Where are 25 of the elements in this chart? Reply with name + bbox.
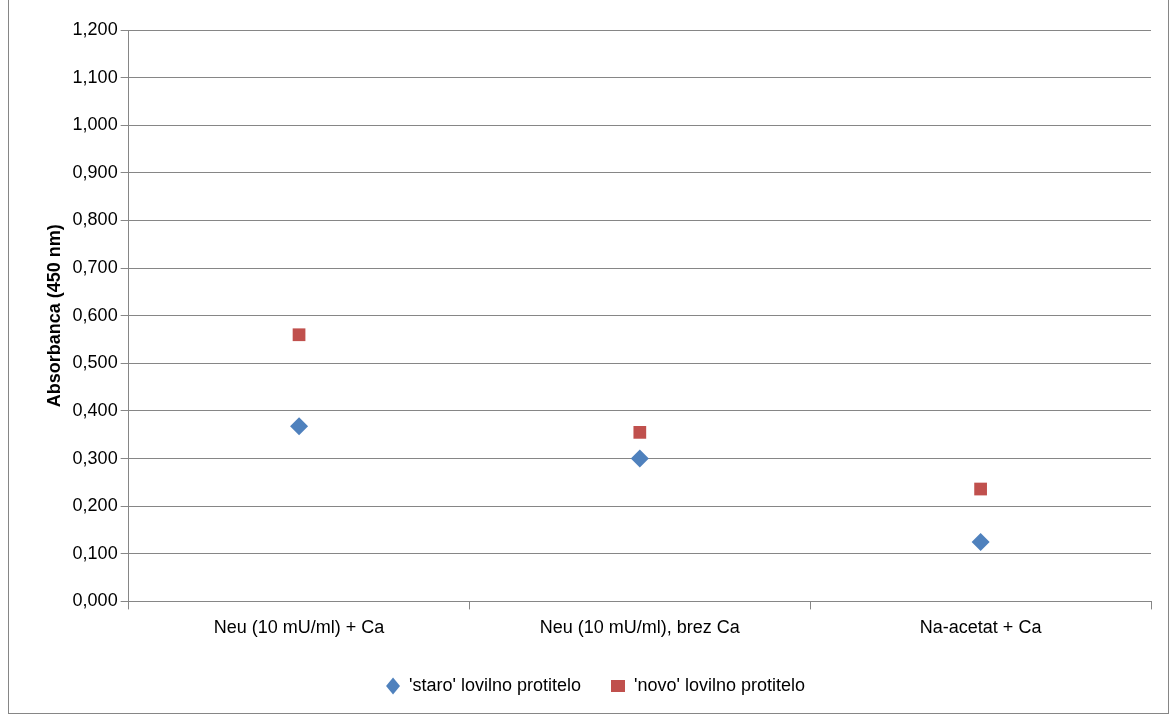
y-tick-label: 1,200 bbox=[72, 18, 118, 39]
y-tick-label: 0,100 bbox=[72, 542, 118, 563]
y-tick-label: 0,500 bbox=[72, 352, 118, 373]
point bbox=[633, 426, 647, 439]
y-tick-label: 1,000 bbox=[72, 114, 118, 135]
point bbox=[971, 532, 990, 551]
y-tick-label: 0,600 bbox=[72, 304, 118, 325]
legend-label: 'staro' lovilno protitelo bbox=[409, 674, 581, 695]
y-tick-label: 0,800 bbox=[72, 209, 118, 230]
y-tick-label: 0,000 bbox=[72, 590, 118, 611]
y-tick-label: 0,700 bbox=[72, 257, 118, 278]
y-tick-label: 0,300 bbox=[72, 447, 118, 468]
point bbox=[974, 482, 987, 496]
y-tick-label: 0,400 bbox=[72, 399, 118, 420]
point bbox=[290, 417, 309, 436]
x-tick-label: Na-acetat + Ca bbox=[919, 617, 1043, 638]
x-tick-label: Neu (10 mU/ml) + Ca bbox=[213, 617, 386, 638]
y-tick-label: 0,200 bbox=[72, 495, 118, 516]
x-tick-label: Neu (10 mU/ml), brez Ca bbox=[539, 617, 741, 638]
legend-label: 'novo' lovilno protitelo bbox=[633, 674, 805, 695]
point bbox=[292, 328, 306, 342]
y-axis-title: Absorbanca (450 nm) bbox=[43, 224, 64, 408]
y-tick-label: 0,900 bbox=[72, 161, 118, 182]
y-tick-label: 1,100 bbox=[72, 66, 118, 87]
point bbox=[630, 449, 649, 468]
